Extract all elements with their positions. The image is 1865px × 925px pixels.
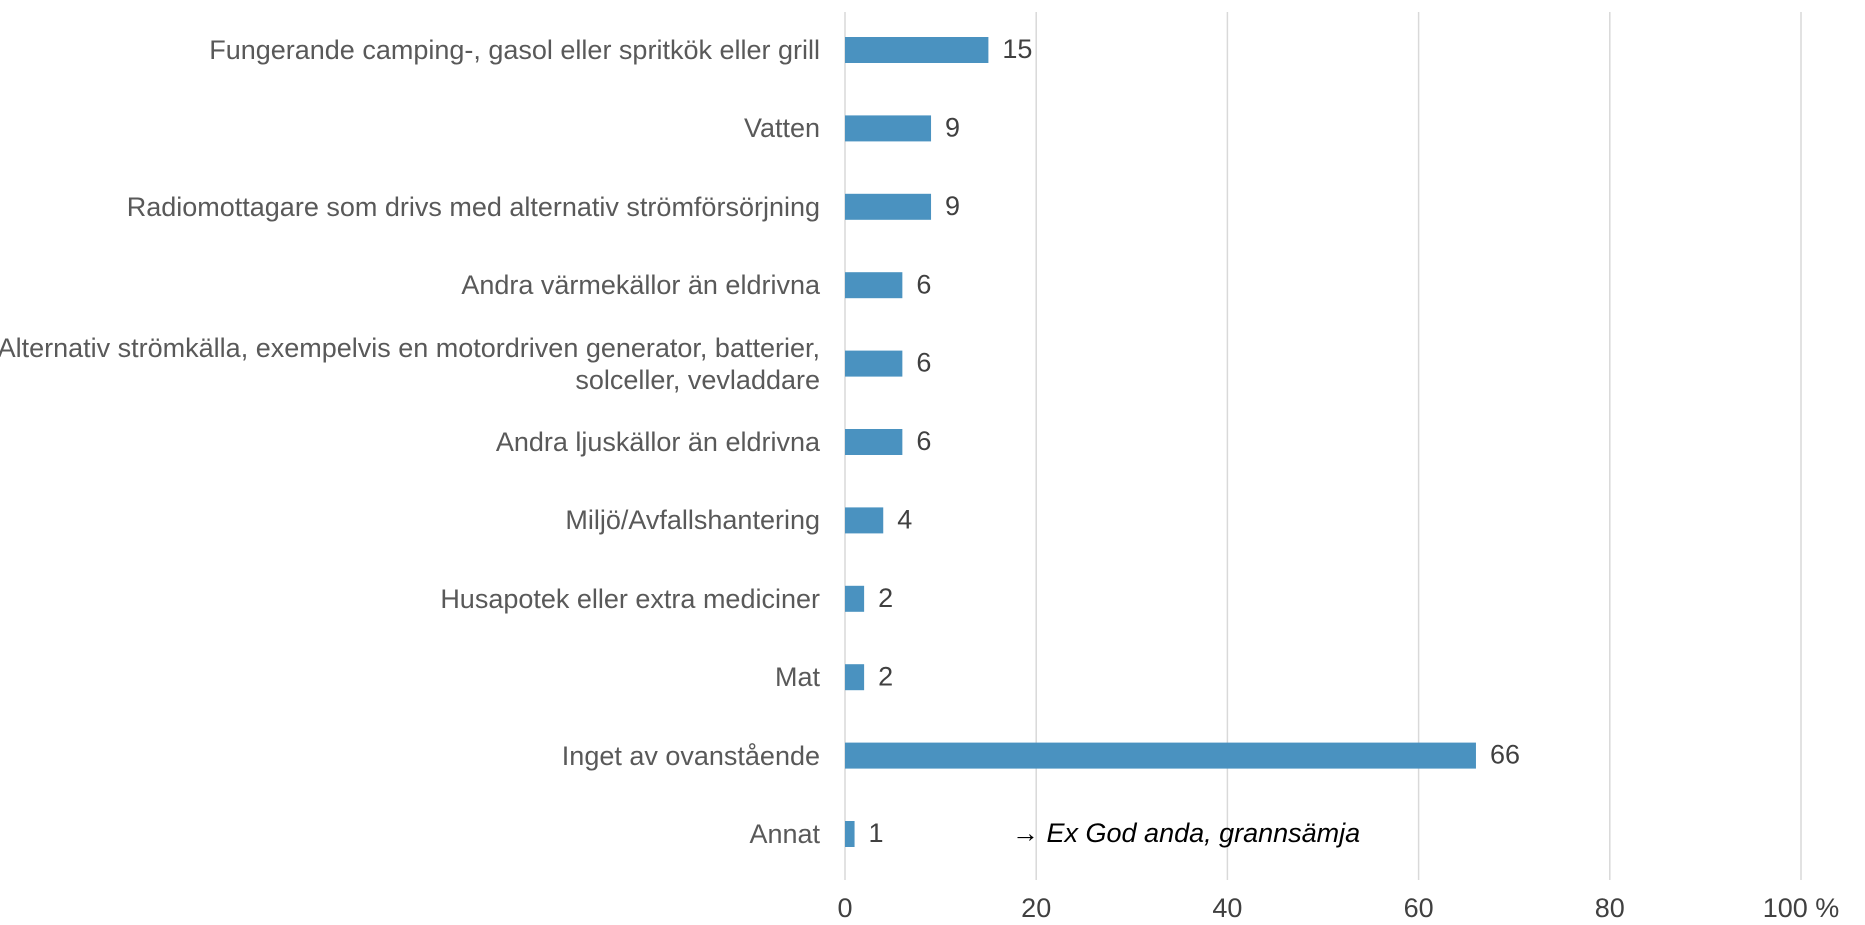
- x-tick-label: 100 %: [1763, 893, 1840, 923]
- category-label: Fungerande camping-, gasol eller spritkö…: [209, 35, 820, 65]
- data-label: 2: [878, 661, 893, 691]
- category-label: Radiomottagare som drivs med alternativ …: [126, 191, 820, 222]
- data-label: 9: [945, 191, 960, 221]
- data-label: 4: [897, 505, 912, 535]
- bar: [845, 193, 932, 220]
- category-label: Alternativ strömkälla, exempelvis en mot…: [0, 332, 820, 395]
- bar: [845, 742, 1476, 769]
- bar: [845, 115, 932, 142]
- category-label: Mat: [774, 662, 820, 693]
- bar: [845, 585, 865, 612]
- x-tick-label: 60: [1404, 893, 1434, 923]
- x-tick-label: 40: [1212, 893, 1242, 923]
- data-label: 6: [916, 348, 931, 378]
- bar: [845, 429, 903, 455]
- category-label: Andra ljuskällor än eldrivna: [495, 427, 820, 457]
- category-label: Miljö/Avfallshantering: [565, 505, 820, 536]
- bar: [845, 272, 903, 299]
- data-label: 9: [945, 113, 960, 143]
- bar: [845, 507, 884, 534]
- category-label: Vatten: [743, 113, 820, 144]
- x-tick-label: 0: [837, 893, 852, 923]
- category-label: Annat: [749, 819, 820, 849]
- bar: [845, 37, 989, 63]
- bar: [845, 821, 855, 847]
- x-tick-label: 20: [1021, 893, 1051, 923]
- data-label: 1: [869, 818, 884, 848]
- x-tick-label: 80: [1595, 893, 1625, 923]
- category-label: Andra värmekällor än eldrivna: [461, 270, 820, 301]
- annotation: → Ex God anda, grannsämja: [1012, 818, 1360, 848]
- bar: [845, 350, 903, 377]
- category-label: Inget av ovanstående: [561, 740, 820, 771]
- category-label: Husapotek eller extra mediciner: [440, 583, 820, 614]
- bar: [845, 664, 865, 691]
- data-label: 66: [1490, 740, 1520, 770]
- data-label: 15: [1002, 34, 1032, 64]
- data-label: 6: [916, 426, 931, 456]
- data-label: 2: [878, 583, 893, 613]
- data-label: 6: [916, 269, 931, 299]
